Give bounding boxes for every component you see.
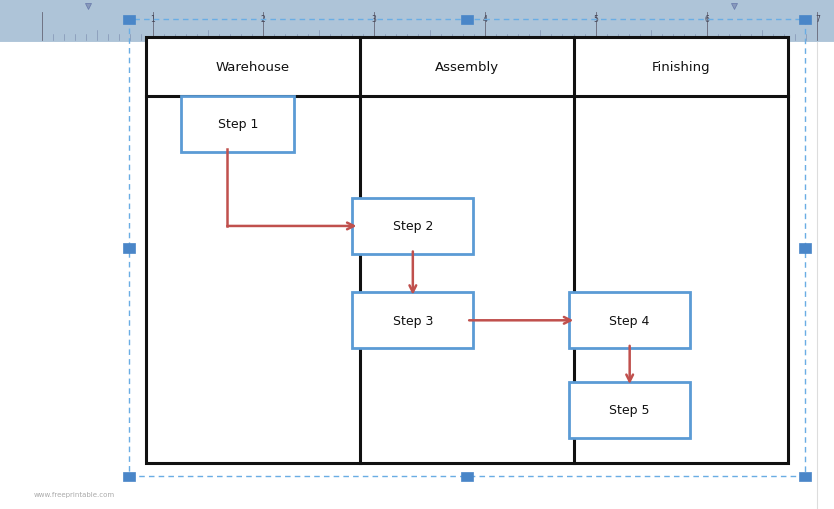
Bar: [461, 16, 473, 25]
Bar: [123, 16, 135, 25]
Bar: [799, 472, 811, 481]
Text: Step 3: Step 3: [393, 314, 433, 327]
Text: 2: 2: [261, 15, 266, 23]
Bar: [129, 20, 805, 476]
Text: Warehouse: Warehouse: [216, 61, 290, 74]
Text: Step 2: Step 2: [393, 220, 433, 233]
Text: 4: 4: [483, 15, 487, 23]
Bar: [799, 244, 811, 253]
Bar: [123, 472, 135, 481]
Text: 1: 1: [150, 15, 155, 23]
Bar: [146, 38, 788, 463]
FancyBboxPatch shape: [569, 382, 690, 438]
Text: www.freeprintable.com: www.freeprintable.com: [33, 491, 114, 497]
Text: Step 5: Step 5: [610, 403, 650, 416]
Text: Assembly: Assembly: [435, 61, 499, 74]
FancyBboxPatch shape: [352, 293, 474, 349]
Bar: [799, 16, 811, 25]
FancyBboxPatch shape: [352, 199, 474, 254]
Text: 3: 3: [372, 15, 376, 23]
Text: Step 1: Step 1: [218, 118, 258, 131]
Bar: [146, 38, 788, 463]
Text: 6: 6: [704, 15, 709, 23]
Text: Finishing: Finishing: [651, 61, 711, 74]
Bar: [0, 0, 834, 43]
Text: 5: 5: [593, 15, 598, 23]
FancyBboxPatch shape: [181, 97, 294, 153]
Text: 7: 7: [815, 15, 820, 23]
Bar: [123, 244, 135, 253]
FancyBboxPatch shape: [569, 293, 690, 349]
Bar: [461, 472, 473, 481]
Text: Step 4: Step 4: [610, 314, 650, 327]
